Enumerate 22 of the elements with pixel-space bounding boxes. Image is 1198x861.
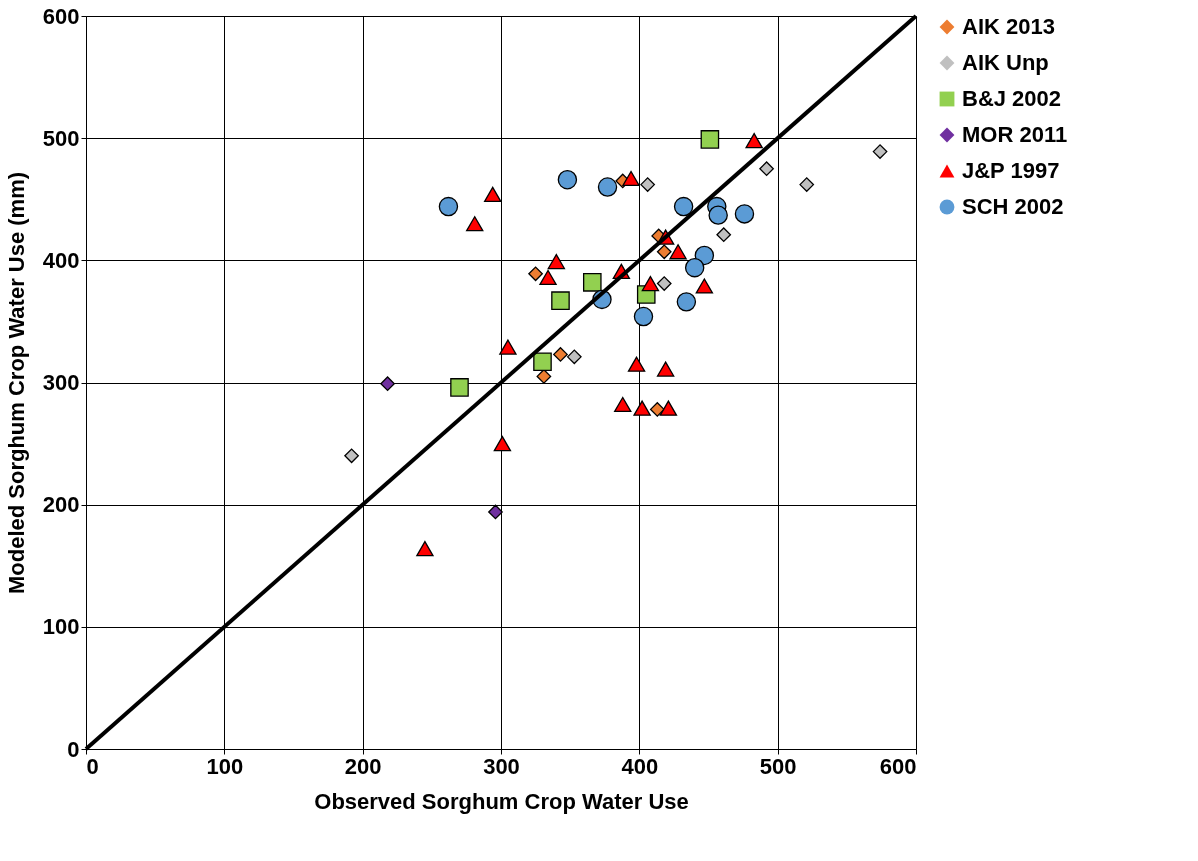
x-tick-label: 0 [86, 753, 99, 779]
legend-label: B&J 2002 [962, 86, 1062, 111]
y-tick-label: 0 [67, 736, 80, 762]
x-tick-label: 600 [879, 753, 917, 779]
x-axis-title: Observed Sorghum Crop Water Use [314, 788, 689, 814]
x-tick-label: 200 [344, 753, 382, 779]
y-tick-label: 400 [42, 247, 80, 273]
x-tick-label: 100 [206, 753, 244, 779]
y-axis-title: Modeled Sorghum Crop Water Use (mm) [3, 171, 29, 595]
y-tick-label: 500 [42, 125, 80, 151]
y-tick-label: 300 [42, 370, 80, 395]
legend-label: SCH 2002 [962, 194, 1064, 219]
legend-label: J&P 1997 [962, 158, 1060, 183]
y-tick-label: 100 [42, 614, 80, 640]
legend-label: AIK Unp [962, 50, 1049, 75]
legend-label: MOR 2011 [962, 122, 1068, 147]
x-tick-label: 300 [483, 753, 520, 779]
x-tick-label: 400 [621, 753, 659, 779]
x-tick-label: 500 [759, 753, 797, 779]
y-tick-label: 200 [42, 492, 80, 518]
legend-label: AIK 2013 [962, 14, 1055, 39]
y-tick-label: 600 [42, 3, 80, 29]
